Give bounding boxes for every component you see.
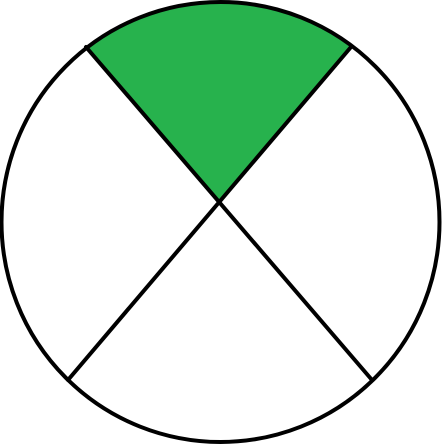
sector-right — [218, 47, 439, 380]
divider-line-1 — [84, 45, 374, 382]
sector-top — [86, 2, 351, 204]
divider-line-2 — [66, 45, 353, 382]
sector-bottom — [68, 203, 372, 441]
sector-left — [0, 47, 219, 380]
